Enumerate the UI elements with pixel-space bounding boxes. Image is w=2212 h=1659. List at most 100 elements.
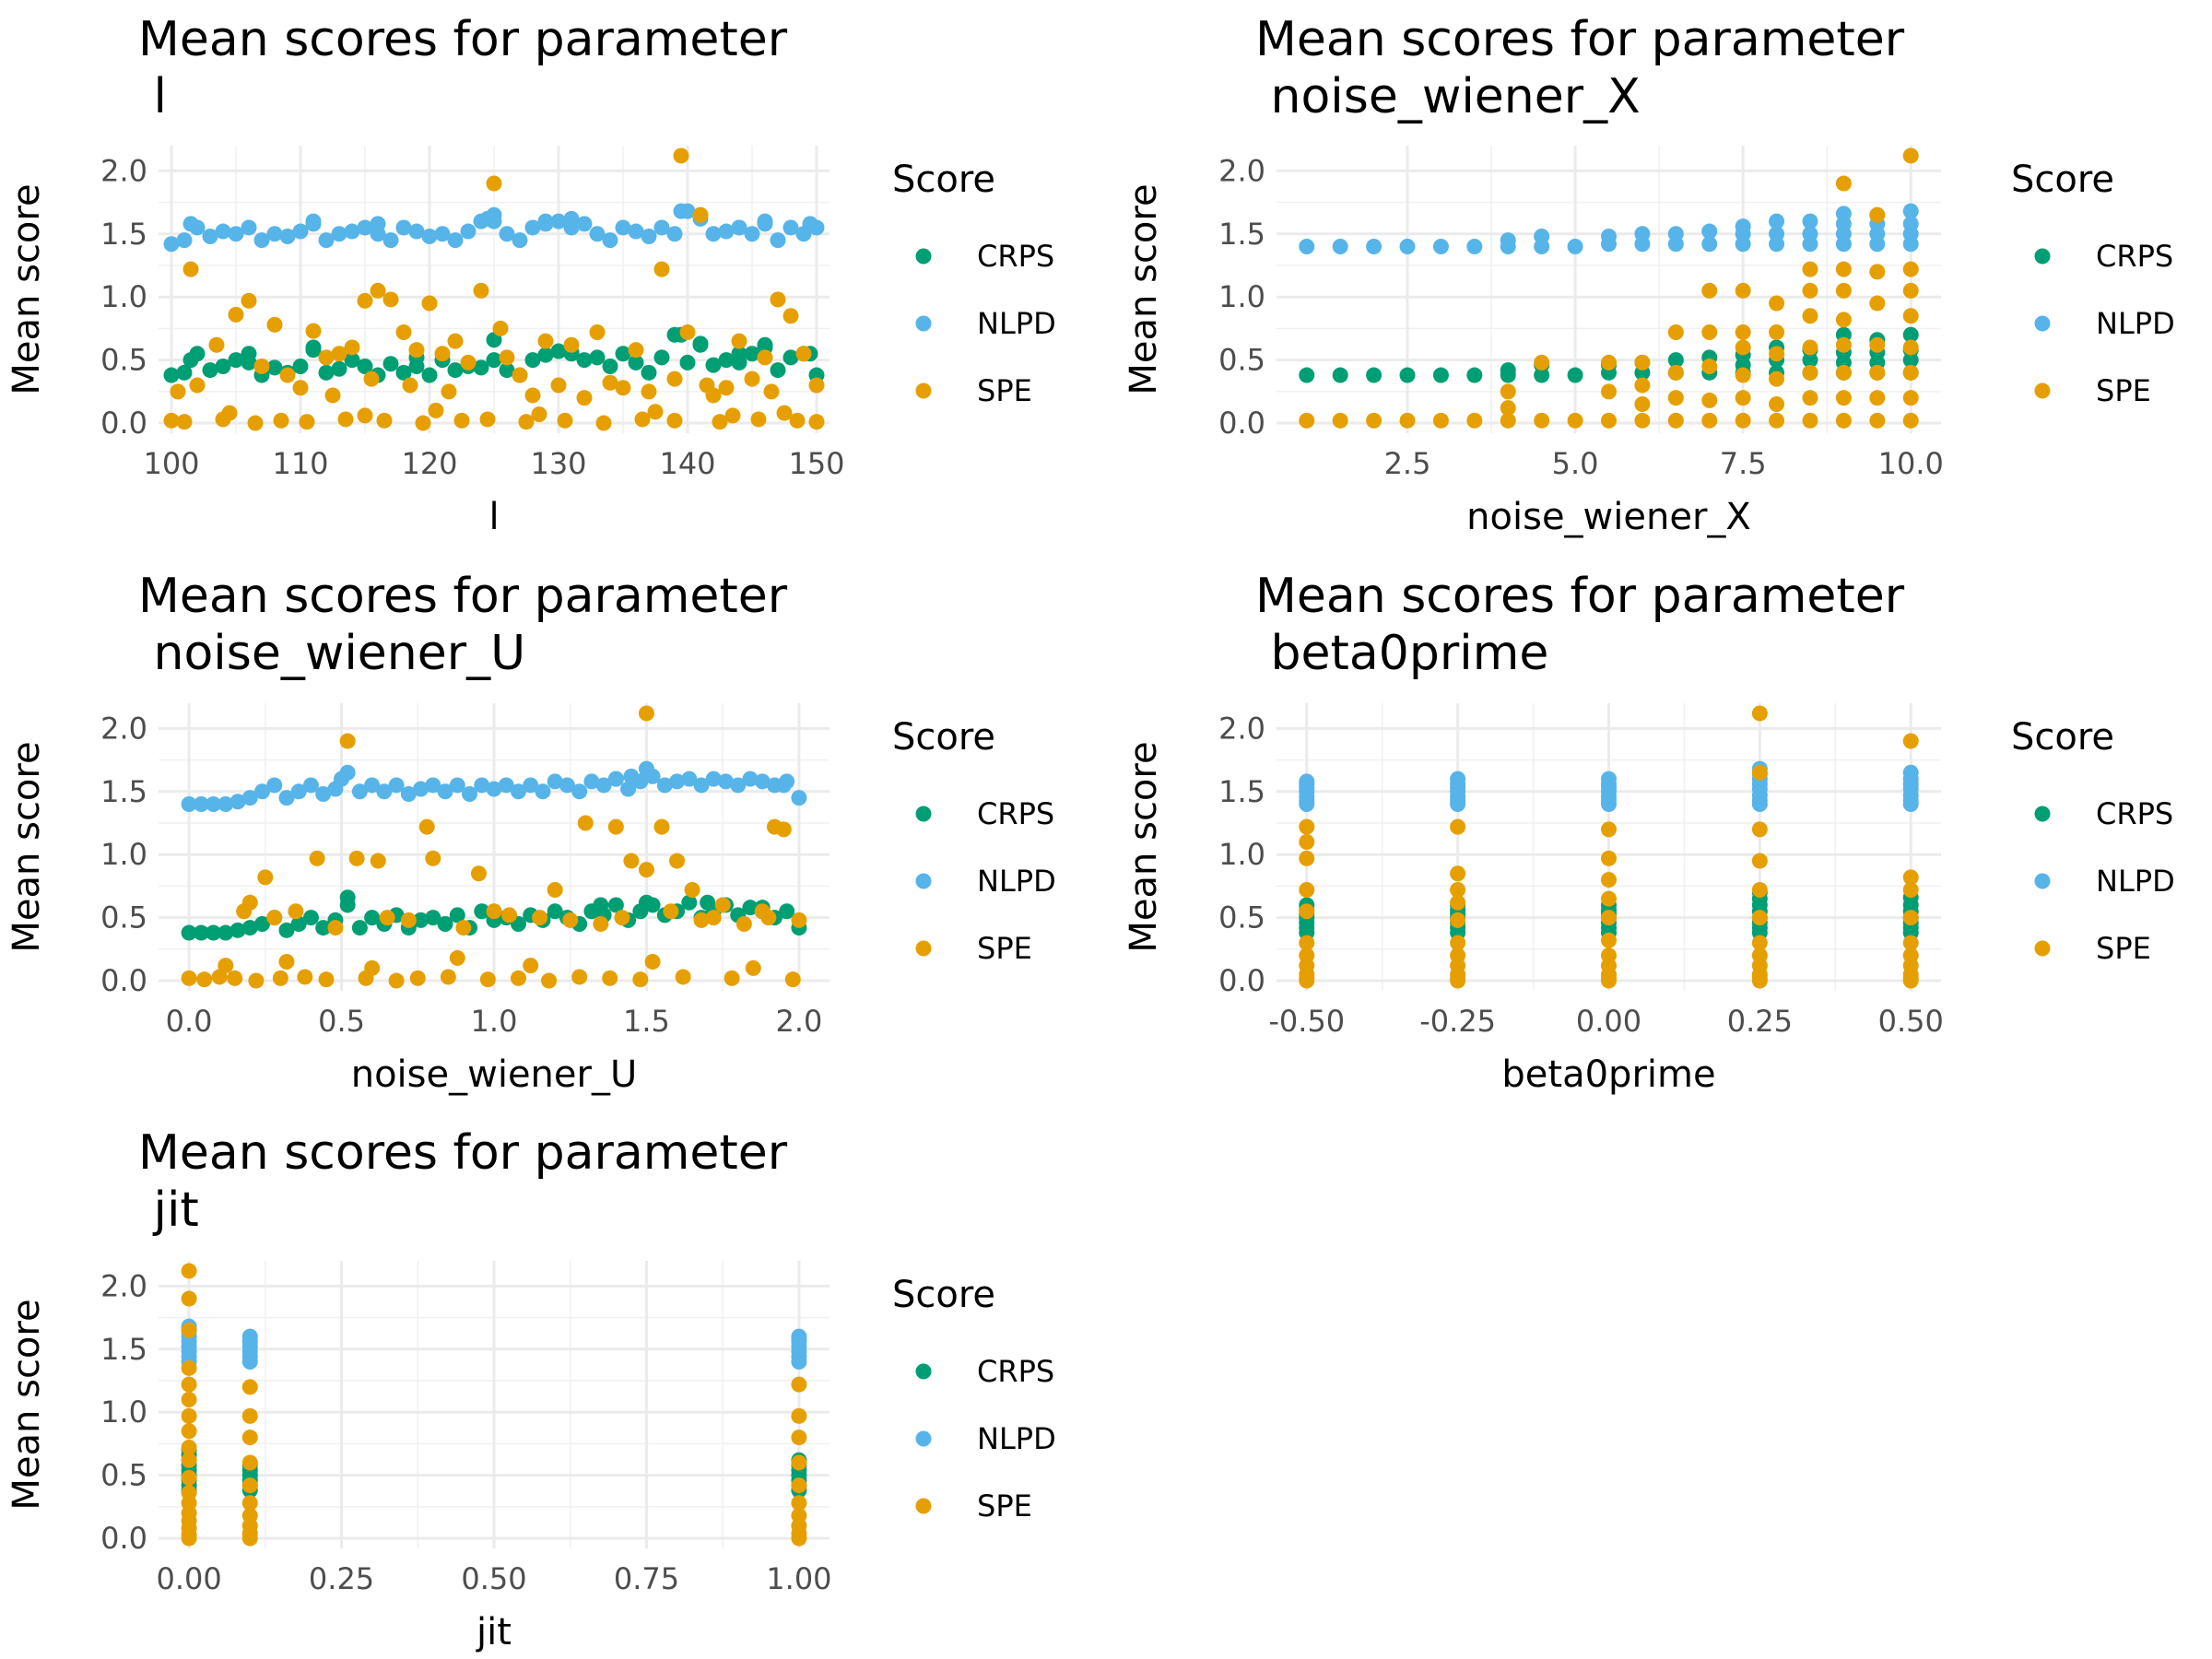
y-tick-label: 0.0 (1218, 963, 1265, 998)
point-crps (254, 915, 271, 932)
point-crps (331, 360, 347, 377)
x-tick-label: 140 (659, 446, 715, 481)
point-spe (1802, 308, 1818, 324)
legend-key-crps (2034, 248, 2051, 265)
point-crps (302, 910, 319, 926)
point-spe (663, 903, 679, 920)
point-spe (218, 958, 234, 974)
panel-title-line: jit (138, 1182, 199, 1238)
point-spe (1634, 354, 1651, 371)
point-spe (791, 1477, 807, 1494)
point-nlpd (537, 213, 554, 229)
x-tick-label: 100 (143, 446, 199, 481)
point-spe (808, 414, 825, 430)
point-spe (1701, 324, 1718, 341)
legend-label-crps: CRPS (2096, 239, 2173, 274)
point-nlpd (628, 223, 644, 240)
point-spe (1299, 412, 1315, 429)
point-nlpd (641, 229, 657, 245)
x-tick-label: 2.5 (1384, 446, 1431, 481)
x-tick-label: 0.25 (309, 1561, 374, 1596)
point-crps (700, 894, 716, 911)
point-nlpd (523, 777, 539, 794)
x-tick-label: 10.0 (1878, 446, 1944, 481)
y-tick-label: 2.0 (100, 153, 147, 188)
point-spe (182, 261, 199, 277)
point-crps (524, 352, 541, 369)
point-spe (1769, 412, 1785, 429)
point-crps (1399, 367, 1416, 383)
point-crps (744, 346, 760, 362)
point-nlpd (620, 781, 637, 797)
point-spe (241, 1454, 258, 1471)
point-spe (1432, 412, 1449, 429)
point-spe (791, 1407, 807, 1424)
point-nlpd (206, 795, 222, 812)
y-tick-label: 0.0 (100, 1521, 147, 1556)
point-spe (705, 387, 722, 404)
legend-title: Score (892, 716, 995, 759)
x-tick-label: 0.50 (1878, 1004, 1944, 1039)
x-tick-label: 7.5 (1720, 446, 1767, 481)
point-spe (1500, 400, 1516, 417)
point-nlpd (802, 216, 818, 232)
point-spe (1667, 390, 1684, 406)
point-nlpd (656, 777, 673, 794)
legend-label-nlpd: NLPD (977, 864, 1056, 899)
point-spe (273, 412, 289, 429)
point-crps (181, 924, 197, 941)
point-spe (547, 882, 563, 899)
point-spe (370, 282, 386, 299)
point-spe (409, 970, 426, 986)
point-crps (641, 364, 657, 381)
point-crps (364, 910, 381, 926)
point-spe (1500, 412, 1516, 429)
point-spe (724, 970, 740, 986)
point-crps (437, 915, 453, 932)
x-tick-label: 0.25 (1727, 1004, 1793, 1039)
point-nlpd (253, 232, 270, 249)
y-axis-label: Mean score (6, 1299, 48, 1510)
point-nlpd (1835, 206, 1852, 222)
legend-key-crps (2034, 806, 2051, 822)
point-spe (1735, 282, 1751, 299)
point-crps (176, 364, 193, 381)
point-spe (357, 292, 373, 309)
point-nlpd (1601, 229, 1617, 245)
point-spe (1332, 412, 1348, 429)
point-spe (449, 949, 465, 966)
point-spe (499, 349, 515, 366)
point-spe (395, 324, 412, 341)
point-spe (1601, 821, 1617, 838)
point-spe (775, 821, 792, 838)
point-nlpd (1902, 216, 1919, 232)
point-nlpd (731, 219, 747, 236)
point-spe (1601, 412, 1617, 429)
point-nlpd (266, 777, 283, 794)
point-nlpd (510, 783, 526, 800)
point-spe (1534, 354, 1550, 371)
point-spe (327, 920, 344, 936)
x-tick-label: 130 (530, 446, 586, 481)
point-nlpd (1567, 238, 1583, 254)
point-nlpd (486, 213, 502, 229)
point-spe (1735, 339, 1751, 356)
panel-title: Mean scores for parameter noise_wiener_U (138, 569, 788, 681)
point-spe (1601, 354, 1617, 371)
point-spe (344, 339, 360, 356)
point-spe (473, 282, 489, 299)
point-spe (241, 1430, 258, 1446)
point-spe (253, 358, 270, 374)
point-nlpd (202, 229, 218, 245)
point-nlpd (462, 786, 478, 803)
point-spe (1802, 390, 1818, 406)
x-axis-label: jit (476, 1611, 512, 1653)
point-nlpd (334, 771, 350, 787)
point-nlpd (290, 783, 307, 800)
point-crps (770, 362, 786, 379)
point-spe (571, 969, 588, 985)
point-nlpd (376, 783, 393, 800)
point-crps (757, 336, 773, 353)
point-spe (181, 1263, 197, 1279)
point-nlpd (757, 213, 773, 229)
